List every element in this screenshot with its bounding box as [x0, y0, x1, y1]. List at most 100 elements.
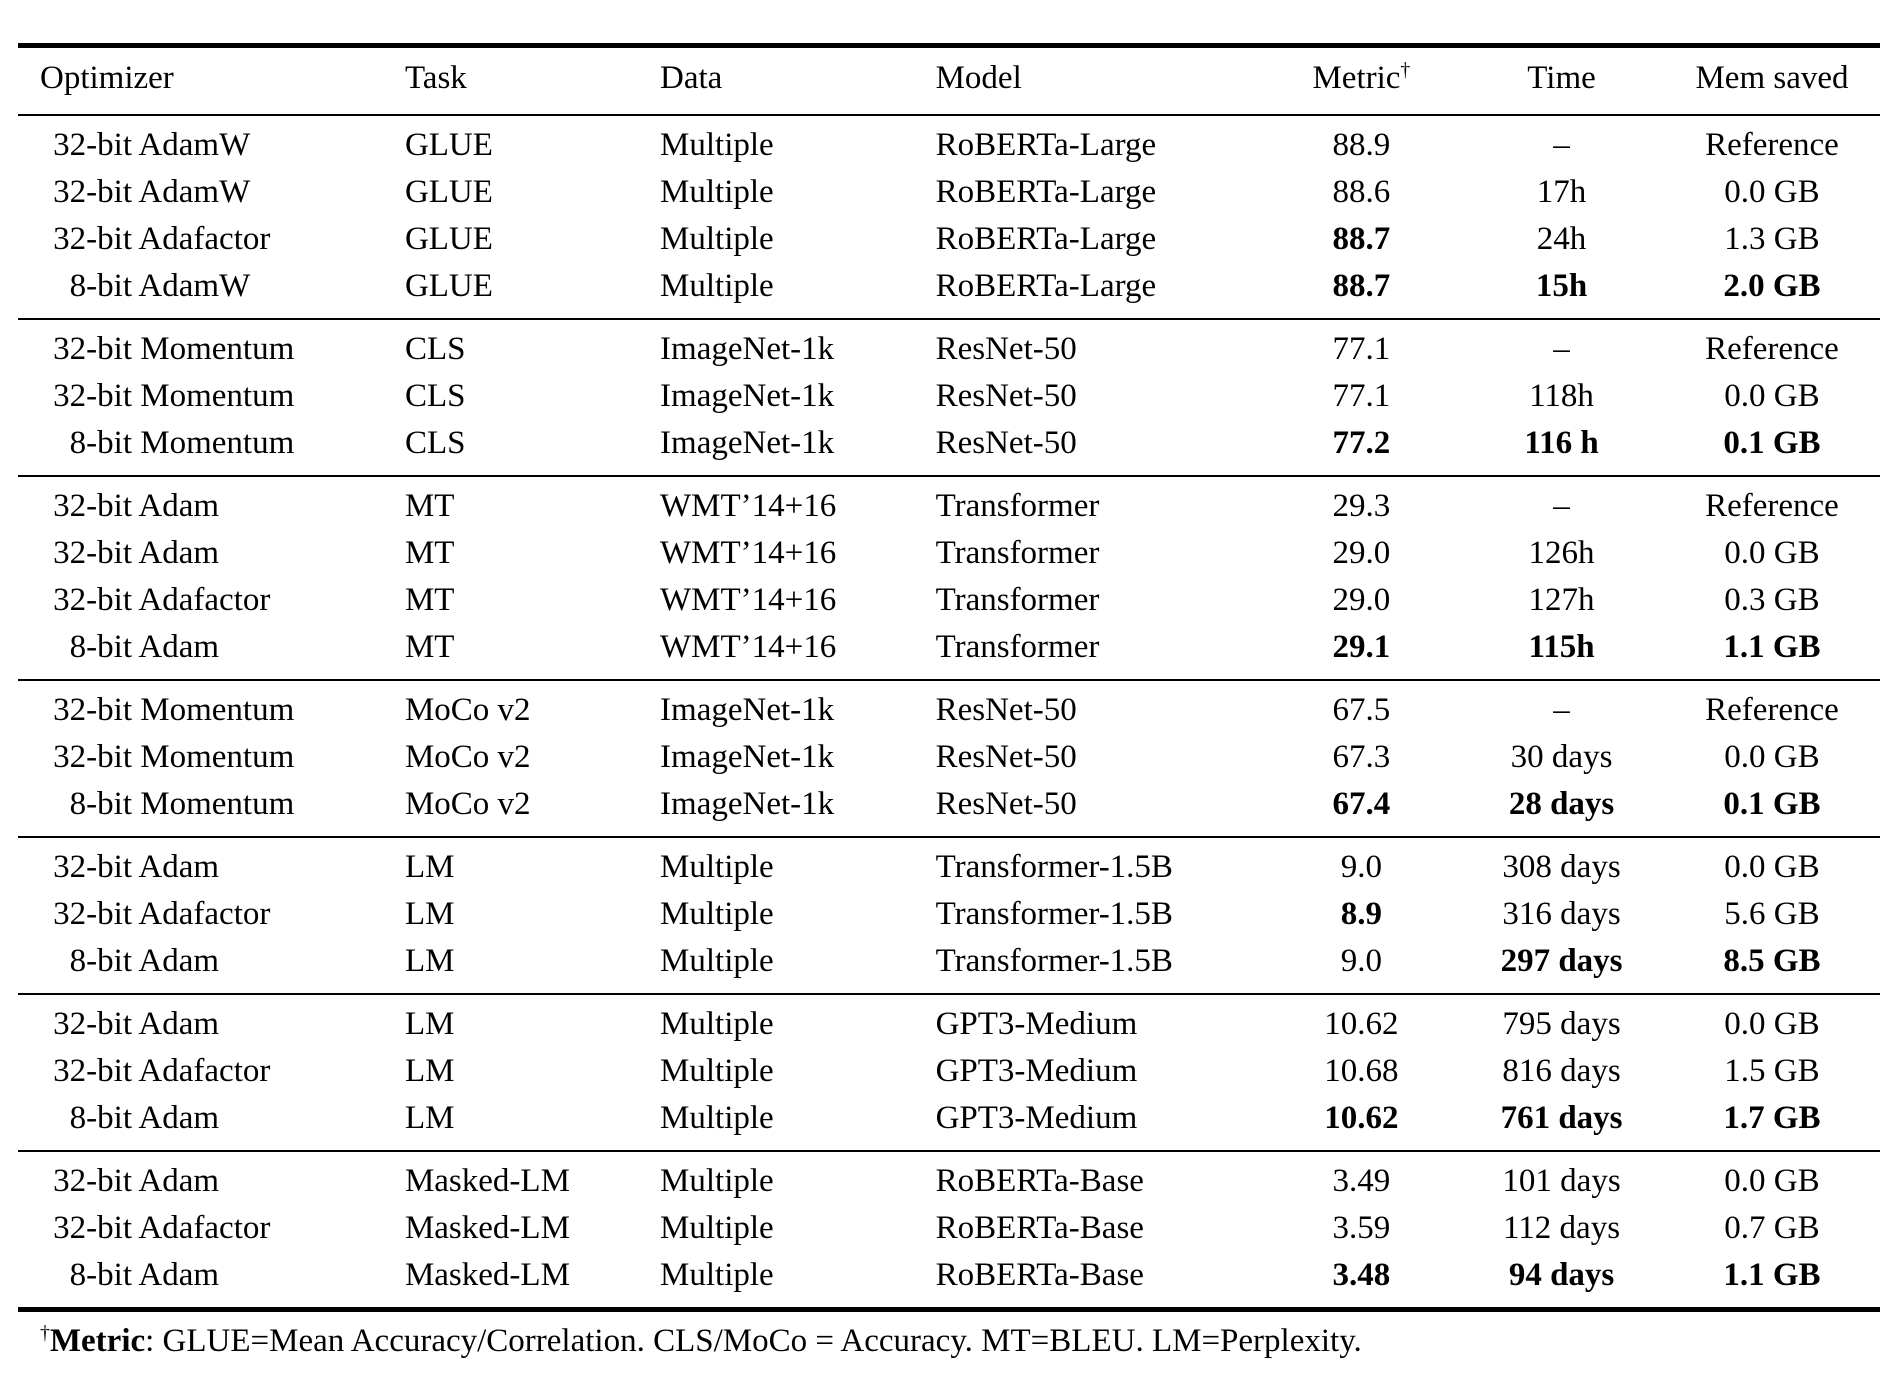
table-row: 32-bit Momentum CLS ImageNet-1k ResNet-50 77… — [18, 374, 1880, 421]
cell-metric: 29.3 — [1332, 488, 1391, 525]
col-header-time: Time — [1459, 48, 1664, 116]
cell-task: MT — [404, 582, 455, 619]
cell-optimizer: 32-bit Adafactor — [18, 217, 383, 264]
cell-task: MT — [404, 488, 455, 525]
table-row: 32-bit Adafactor GLUE Multiple RoBERTa-Larg… — [18, 217, 1880, 264]
optimizer-bit-prefix: 32-bit — [53, 221, 132, 258]
optimizer-bit-prefix: 32-bit — [53, 582, 132, 619]
cell-metric: 88.6 — [1332, 174, 1391, 211]
cell-model: Transformer — [935, 582, 1100, 619]
cell-data: ImageNet-1k — [660, 786, 835, 823]
cell-mem-saved: 0.0 GB — [1724, 1163, 1820, 1200]
cell-time: 94 days — [1508, 1257, 1615, 1294]
cell-metric: 29.0 — [1332, 535, 1391, 572]
cell-model: RoBERTa-Large — [935, 268, 1157, 305]
optimizer-name: Adam — [132, 943, 220, 980]
cell-model: RoBERTa-Base — [935, 1163, 1144, 1200]
cell-mem-saved: 0.0 GB — [1724, 174, 1820, 211]
optimizer-bit-prefix: 32-bit — [53, 535, 132, 572]
cell-optimizer: 32-bit AdamW — [18, 115, 383, 170]
cell-mem-saved: 0.3 GB — [1724, 582, 1820, 619]
table-row: 32-bit Adafactor MT WMT’14+16 Transformer 29… — [18, 578, 1880, 625]
cell-mem-saved: 1.3 GB — [1724, 221, 1820, 258]
table-row: 32-bit Adam LM Multiple GPT3-Medium 10.62 795… — [18, 994, 1880, 1049]
cell-data: WMT’14+16 — [660, 582, 837, 619]
cell-data: Multiple — [660, 127, 774, 164]
cell-metric: 3.49 — [1332, 1163, 1391, 1200]
table-header-row: Optimizer Task Data Model Metric† Time M… — [18, 48, 1880, 116]
table-footnote: †Metric: GLUE=Mean Accuracy/Correlation.… — [18, 1312, 1880, 1362]
cell-data: Multiple — [660, 896, 774, 933]
cell-metric: 77.2 — [1332, 425, 1391, 462]
cell-data: ImageNet-1k — [660, 692, 835, 729]
cell-task: GLUE — [404, 221, 493, 258]
cell-data: Multiple — [660, 174, 774, 211]
cell-time: 761 days — [1500, 1100, 1623, 1137]
cell-time: 127h — [1528, 582, 1595, 619]
cell-model: RoBERTa-Base — [935, 1210, 1144, 1247]
cell-mem-saved: 5.6 GB — [1724, 896, 1820, 933]
cell-optimizer: 8-bit AdamW — [18, 264, 383, 319]
cell-task: LM — [404, 849, 455, 886]
optimizer-bit-prefix: 32-bit — [53, 1210, 132, 1247]
cell-time: 816 days — [1502, 1053, 1621, 1090]
cell-model: ResNet-50 — [935, 739, 1077, 776]
optimizer-name: Adafactor — [132, 221, 271, 258]
table-group-5: 32-bit Adam LM Multiple Transformer-1.5B 9.0… — [18, 836, 1880, 994]
table-row: 32-bit Adam LM Multiple Transformer-1.5B 9.0… — [18, 837, 1880, 892]
optimizer-name: Adam — [132, 1100, 220, 1137]
optimizer-bit-prefix: 32-bit — [53, 331, 132, 368]
cell-optimizer: 32-bit Adafactor — [18, 578, 383, 625]
cell-optimizer: 32-bit Adam — [18, 994, 383, 1049]
cell-metric: 77.1 — [1332, 378, 1391, 415]
optimizer-bit-prefix: 8-bit — [69, 943, 132, 980]
cell-task: MT — [404, 535, 455, 572]
cell-data: ImageNet-1k — [660, 378, 835, 415]
cell-data: Multiple — [660, 1210, 774, 1247]
cell-task: MT — [404, 629, 455, 666]
cell-mem-saved: 0.0 GB — [1724, 849, 1820, 886]
cell-metric: 10.62 — [1324, 1100, 1399, 1137]
table-group-4: 32-bit Momentum MoCo v2 ImageNet-1k ResNet-… — [18, 679, 1880, 837]
cell-optimizer: 8-bit Momentum — [18, 782, 383, 837]
cell-model: GPT3-Medium — [935, 1006, 1138, 1043]
cell-optimizer: 32-bit Momentum — [18, 374, 383, 421]
optimizer-bit-prefix: 32-bit — [53, 127, 132, 164]
cell-mem-saved: Reference — [1705, 127, 1839, 164]
optimizer-name: Adafactor — [132, 1053, 271, 1090]
table-row: 32-bit Adam MT WMT’14+16 Transformer 29.3 – Re… — [18, 476, 1880, 531]
cell-metric: 29.0 — [1332, 582, 1391, 619]
cell-data: ImageNet-1k — [660, 425, 835, 462]
cell-optimizer: 32-bit Adam — [18, 476, 383, 531]
cell-task: MoCo v2 — [404, 739, 531, 776]
cell-time: 17h — [1536, 174, 1587, 211]
optimizer-name: Momentum — [132, 739, 295, 776]
cell-task: Masked-LM — [404, 1163, 570, 1200]
cell-task: GLUE — [404, 127, 493, 164]
table-row: 8-bit Momentum MoCo v2 ImageNet-1k ResNet-5… — [18, 782, 1880, 837]
cell-time: 126h — [1528, 535, 1595, 572]
cell-task: CLS — [404, 378, 466, 415]
optimizer-bit-prefix: 32-bit — [53, 692, 132, 729]
table-row: 32-bit Adam MT WMT’14+16 Transformer 29.0 126… — [18, 531, 1880, 578]
footnote-text: : GLUE=Mean Accuracy/Correlation. CLS/Mo… — [145, 1322, 1362, 1359]
cell-model: Transformer-1.5B — [935, 849, 1173, 886]
cell-data: Multiple — [660, 849, 774, 886]
cell-metric: 9.0 — [1340, 849, 1383, 886]
cell-task: CLS — [404, 331, 466, 368]
optimizer-name: AdamW — [132, 127, 251, 164]
cell-metric: 10.62 — [1324, 1006, 1399, 1043]
table-row: 8-bit Momentum CLS ImageNet-1k ResNet-50 77.… — [18, 421, 1880, 476]
cell-metric: 3.59 — [1332, 1210, 1391, 1247]
cell-time: 28 days — [1508, 786, 1615, 823]
footnote-label: Metric — [49, 1322, 146, 1359]
cell-time: – — [1553, 692, 1570, 729]
cell-data: Multiple — [660, 1100, 774, 1137]
col-header-task: Task — [382, 48, 639, 116]
cell-metric: 77.1 — [1332, 331, 1391, 368]
cell-mem-saved: 8.5 GB — [1723, 943, 1821, 980]
cell-metric: 3.48 — [1332, 1257, 1391, 1294]
cell-data: Multiple — [660, 268, 774, 305]
cell-task: LM — [404, 1053, 455, 1090]
